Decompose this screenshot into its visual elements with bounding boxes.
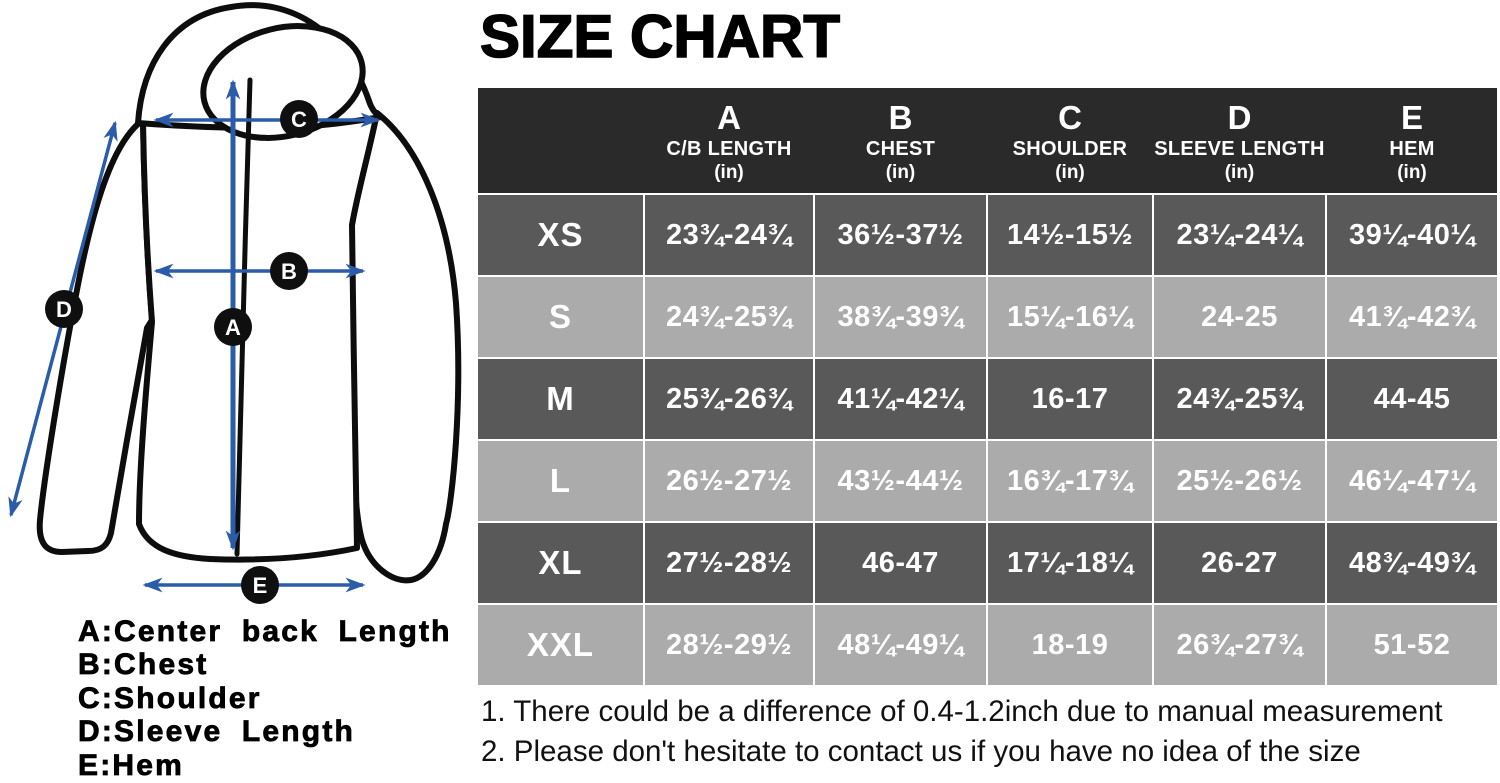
legend-line-c: C:Shoulder: [78, 681, 262, 715]
col-e-name: HEM: [1389, 137, 1435, 160]
jacket-right-sleeve: [349, 110, 462, 584]
jacket-body: [136, 95, 380, 563]
col-d-name: SLEEVE LENGTH: [1154, 137, 1325, 160]
cell-xxl-cb-length: 28½-29½: [645, 605, 813, 685]
size-label-s: S: [478, 277, 643, 357]
legend-line-b: B:Chest: [78, 648, 209, 682]
cell-l-hem: 46¼-47¼: [1327, 441, 1497, 521]
size-label-xs: XS: [478, 195, 643, 275]
header-col-a: A C/B LENGTH (in): [645, 88, 813, 193]
cell-s-sleeve: 24-25: [1154, 277, 1325, 357]
cell-l-shoulder: 16¾-17¾: [988, 441, 1152, 521]
cell-m-chest: 41¼-42¼: [815, 359, 986, 439]
badge-a-label: A: [225, 315, 241, 340]
legend-line-d: D:Sleeve Length: [78, 715, 356, 749]
cell-xl-chest: 46-47: [815, 523, 986, 603]
legend-line-a: A:Center back Length: [78, 615, 452, 649]
cell-l-chest: 43½-44½: [815, 441, 986, 521]
measure-badges: A B C D E: [45, 100, 318, 604]
header-col-d: D SLEEVE LENGTH (in): [1154, 88, 1325, 193]
col-b-unit: (in): [885, 161, 916, 183]
jacket-measurement-diagram: A B C D E: [8, 2, 462, 604]
badge-d-circle: [45, 290, 83, 328]
cell-m-sleeve: 24¾-25¾: [1154, 359, 1325, 439]
measurement-legend: A:Center back Length B:Chest C:Shoulder …: [78, 615, 452, 782]
badge-b-circle: [270, 252, 308, 290]
cell-m-shoulder: 16-17: [988, 359, 1152, 439]
col-c-letter: C: [1058, 99, 1082, 137]
size-label-xxl: XXL: [478, 605, 643, 685]
col-e-unit: (in): [1397, 161, 1427, 183]
badge-c-label: C: [291, 107, 307, 132]
col-d-unit: (in): [1224, 161, 1255, 183]
col-a-unit: (in): [714, 161, 744, 183]
cell-xl-hem: 48¾-49¾: [1327, 523, 1497, 603]
cell-s-shoulder: 15¼-16¼: [988, 277, 1152, 357]
col-a-letter: A: [717, 99, 741, 137]
cell-s-chest: 38¾-39¾: [815, 277, 986, 357]
badge-d-label: D: [56, 297, 72, 322]
size-label-m: M: [478, 359, 643, 439]
col-e-letter: E: [1400, 99, 1423, 137]
badge-c-circle: [280, 100, 318, 138]
legend-line-e: E:Hem: [78, 748, 185, 782]
col-d-letter: D: [1227, 99, 1252, 137]
cell-m-hem: 44-45: [1327, 359, 1497, 439]
cell-xs-chest: 36½-37½: [815, 195, 986, 275]
jacket-outline: [36, 2, 462, 584]
col-a-name: C/B LENGTH: [666, 137, 792, 160]
badge-e-circle: [241, 566, 279, 604]
cell-s-hem: 41¾-42¾: [1327, 277, 1497, 357]
page-title: SIZE CHART: [479, 2, 841, 71]
header-col-c: C SHOULDER (in): [988, 88, 1152, 193]
header-col-b: B CHEST (in): [815, 88, 986, 193]
footnote-2: 2. Please don't hesitate to contact us i…: [481, 735, 1361, 768]
size-table: A C/B LENGTH (in) B CHEST (in) C SHOULDE…: [478, 88, 1497, 685]
cell-xxl-chest: 48¼-49¼: [815, 605, 986, 685]
col-b-name: CHEST: [865, 137, 936, 160]
cell-xs-sleeve: 23¼-24¼: [1154, 195, 1325, 275]
header-empty-cell: [478, 88, 643, 193]
col-b-letter: B: [888, 99, 913, 137]
cell-s-cb-length: 24¾-25¾: [645, 277, 813, 357]
cell-xs-cb-length: 23¾-24¾: [645, 195, 813, 275]
jacket-left-sleeve: [36, 117, 155, 555]
cell-l-sleeve: 25½-26½: [1154, 441, 1325, 521]
col-c-unit: (in): [1055, 161, 1085, 183]
table-header: A C/B LENGTH (in) B CHEST (in) C SHOULDE…: [478, 88, 1497, 193]
size-label-l: L: [478, 441, 643, 521]
cell-m-cb-length: 25¾-26¾: [645, 359, 813, 439]
cell-xl-shoulder: 17¼-18¼: [988, 523, 1152, 603]
footnotes: 1. There could be a difference of 0.4-1.…: [481, 692, 1443, 772]
cell-xxl-sleeve: 26¾-27¾: [1154, 605, 1325, 685]
badge-b-label: B: [281, 259, 297, 284]
header-col-e: E HEM (in): [1327, 88, 1497, 193]
size-label-xl: XL: [478, 523, 643, 603]
badge-a-circle: [214, 308, 252, 346]
badge-e-label: E: [253, 573, 268, 598]
cell-xxl-hem: 51-52: [1327, 605, 1497, 685]
cell-xs-shoulder: 14½-15½: [988, 195, 1152, 275]
cell-l-cb-length: 26½-27½: [645, 441, 813, 521]
footnote-1: 1. There could be a difference of 0.4-1.…: [481, 695, 1443, 728]
cell-xxl-shoulder: 18-19: [988, 605, 1152, 685]
cell-xs-hem: 39¼-40¼: [1327, 195, 1497, 275]
col-c-name: SHOULDER: [1012, 137, 1128, 160]
cell-xl-cb-length: 27½-28½: [645, 523, 813, 603]
cell-xl-sleeve: 26-27: [1154, 523, 1325, 603]
